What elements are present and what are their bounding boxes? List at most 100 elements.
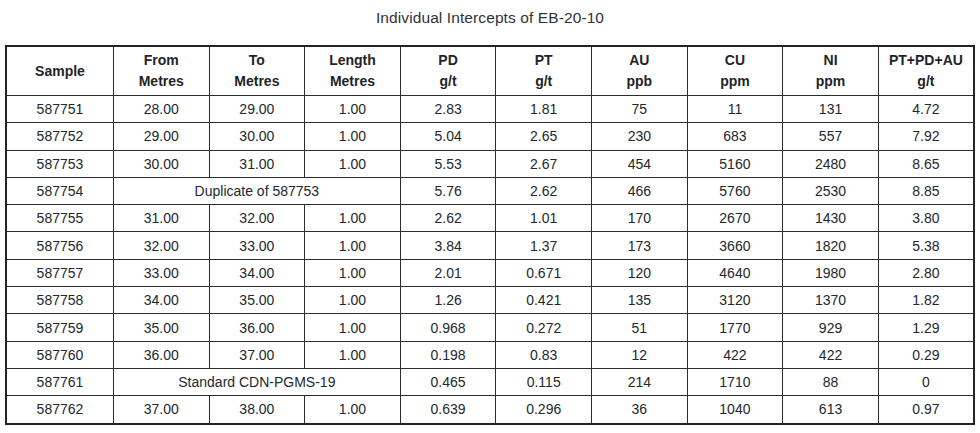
cell-length: 1.00 bbox=[305, 314, 401, 341]
table-row: 58775733.0034.001.002.010.67112046401980… bbox=[6, 259, 974, 286]
cell-sample: 587762 bbox=[6, 396, 113, 424]
cell-ni: 1820 bbox=[783, 232, 879, 259]
cell-cu: 1040 bbox=[687, 396, 783, 424]
cell-ni: 422 bbox=[783, 341, 879, 368]
cell-from: 35.00 bbox=[113, 314, 209, 341]
header-label-line1: AU bbox=[592, 50, 687, 71]
cell-from: 31.00 bbox=[113, 205, 209, 232]
cell-sample: 587757 bbox=[6, 259, 113, 286]
cell-pd: 2.62 bbox=[400, 205, 496, 232]
cell-pt: 1.01 bbox=[496, 205, 592, 232]
header-label-line2: Metres bbox=[210, 71, 305, 92]
cell-pd: 0.968 bbox=[400, 314, 496, 341]
cell-to: 31.00 bbox=[209, 150, 305, 177]
cell-ni: 929 bbox=[783, 314, 879, 341]
cell-from: 33.00 bbox=[113, 259, 209, 286]
cell-length: 1.00 bbox=[305, 96, 401, 123]
cell-cu: 3120 bbox=[687, 287, 783, 314]
cell-pt: 0.296 bbox=[496, 396, 592, 424]
cell-cu: 5760 bbox=[687, 177, 783, 204]
table-row: 58775128.0029.001.002.831.8175111314.72 bbox=[6, 96, 974, 123]
header-label-line1: CU bbox=[688, 50, 783, 71]
table-row: 58776237.0038.001.000.6390.2963610406130… bbox=[6, 396, 974, 424]
cell-sample: 587759 bbox=[6, 314, 113, 341]
cell-total: 2.80 bbox=[878, 259, 974, 286]
intercepts-table: SampleFromMetresToMetresLengthMetresPDg/… bbox=[5, 45, 975, 425]
cell-length: 1.00 bbox=[305, 259, 401, 286]
cell-au: 51 bbox=[592, 314, 688, 341]
cell-ni: 2480 bbox=[783, 150, 879, 177]
cell-pd: 0.198 bbox=[400, 341, 496, 368]
cell-pd: 2.01 bbox=[400, 259, 496, 286]
cell-length: 1.00 bbox=[305, 232, 401, 259]
cell-length: 1.00 bbox=[305, 205, 401, 232]
header-label-line1: PT bbox=[496, 50, 591, 71]
header-cell-sample: Sample bbox=[6, 46, 113, 96]
cell-total: 8.65 bbox=[878, 150, 974, 177]
header-cell-pd: PDg/t bbox=[400, 46, 496, 96]
cell-from: 30.00 bbox=[113, 150, 209, 177]
table-row: 587761Standard CDN-PGMS-190.4650.1152141… bbox=[6, 368, 974, 395]
table-row: 58775531.0032.001.002.621.01170267014303… bbox=[6, 205, 974, 232]
cell-to: 33.00 bbox=[209, 232, 305, 259]
cell-length: 1.00 bbox=[305, 123, 401, 150]
cell-total: 0 bbox=[878, 368, 974, 395]
cell-to: 29.00 bbox=[209, 96, 305, 123]
cell-total: 8.85 bbox=[878, 177, 974, 204]
cell-to: 30.00 bbox=[209, 123, 305, 150]
cell-au: 36 bbox=[592, 396, 688, 424]
header-label-line1: Sample bbox=[7, 61, 113, 82]
cell-sample: 587761 bbox=[6, 368, 113, 395]
cell-length: 1.00 bbox=[305, 150, 401, 177]
cell-au: 120 bbox=[592, 259, 688, 286]
cell-from: 29.00 bbox=[113, 123, 209, 150]
cell-cu: 2670 bbox=[687, 205, 783, 232]
cell-from: 36.00 bbox=[113, 341, 209, 368]
header-cell-total: PT+PD+AUg/t bbox=[878, 46, 974, 96]
cell-ni: 1370 bbox=[783, 287, 879, 314]
cell-total: 0.97 bbox=[878, 396, 974, 424]
header-cell-length: LengthMetres bbox=[305, 46, 401, 96]
cell-to: 38.00 bbox=[209, 396, 305, 424]
table-row: 587754Duplicate of 5877535.762.624665760… bbox=[6, 177, 974, 204]
header-cell-au: AUppb bbox=[592, 46, 688, 96]
cell-merged-note: Duplicate of 587753 bbox=[113, 177, 400, 204]
header-label-line2: g/t bbox=[879, 71, 973, 92]
header-label-line2: ppm bbox=[783, 71, 878, 92]
cell-pd: 1.26 bbox=[400, 287, 496, 314]
cell-length: 1.00 bbox=[305, 396, 401, 424]
header-label-line2: Metres bbox=[305, 71, 400, 92]
cell-pd: 5.76 bbox=[400, 177, 496, 204]
header-cell-from: FromMetres bbox=[113, 46, 209, 96]
cell-total: 4.72 bbox=[878, 96, 974, 123]
header-cell-pt: PTg/t bbox=[496, 46, 592, 96]
table-body: 58775128.0029.001.002.831.8175111314.725… bbox=[6, 96, 974, 424]
table-header-row: SampleFromMetresToMetresLengthMetresPDg/… bbox=[6, 46, 974, 96]
cell-sample: 587755 bbox=[6, 205, 113, 232]
cell-au: 135 bbox=[592, 287, 688, 314]
cell-ni: 88 bbox=[783, 368, 879, 395]
cell-sample: 587756 bbox=[6, 232, 113, 259]
header-label-line1: Length bbox=[305, 50, 400, 71]
cell-total: 1.29 bbox=[878, 314, 974, 341]
header-label-line2: ppm bbox=[688, 71, 783, 92]
cell-pt: 1.81 bbox=[496, 96, 592, 123]
cell-cu: 3660 bbox=[687, 232, 783, 259]
cell-pt: 0.115 bbox=[496, 368, 592, 395]
cell-pt: 1.37 bbox=[496, 232, 592, 259]
cell-ni: 2530 bbox=[783, 177, 879, 204]
cell-pt: 2.67 bbox=[496, 150, 592, 177]
table-row: 58776036.0037.001.000.1980.83124224220.2… bbox=[6, 341, 974, 368]
header-cell-ni: NIppm bbox=[783, 46, 879, 96]
cell-ni: 557 bbox=[783, 123, 879, 150]
cell-au: 170 bbox=[592, 205, 688, 232]
cell-au: 12 bbox=[592, 341, 688, 368]
header-label-line1: NI bbox=[783, 50, 878, 71]
cell-from: 37.00 bbox=[113, 396, 209, 424]
cell-au: 230 bbox=[592, 123, 688, 150]
cell-cu: 5160 bbox=[687, 150, 783, 177]
table-header: SampleFromMetresToMetresLengthMetresPDg/… bbox=[6, 46, 974, 96]
header-label-line2: g/t bbox=[496, 71, 591, 92]
cell-pd: 2.83 bbox=[400, 96, 496, 123]
cell-cu: 1710 bbox=[687, 368, 783, 395]
